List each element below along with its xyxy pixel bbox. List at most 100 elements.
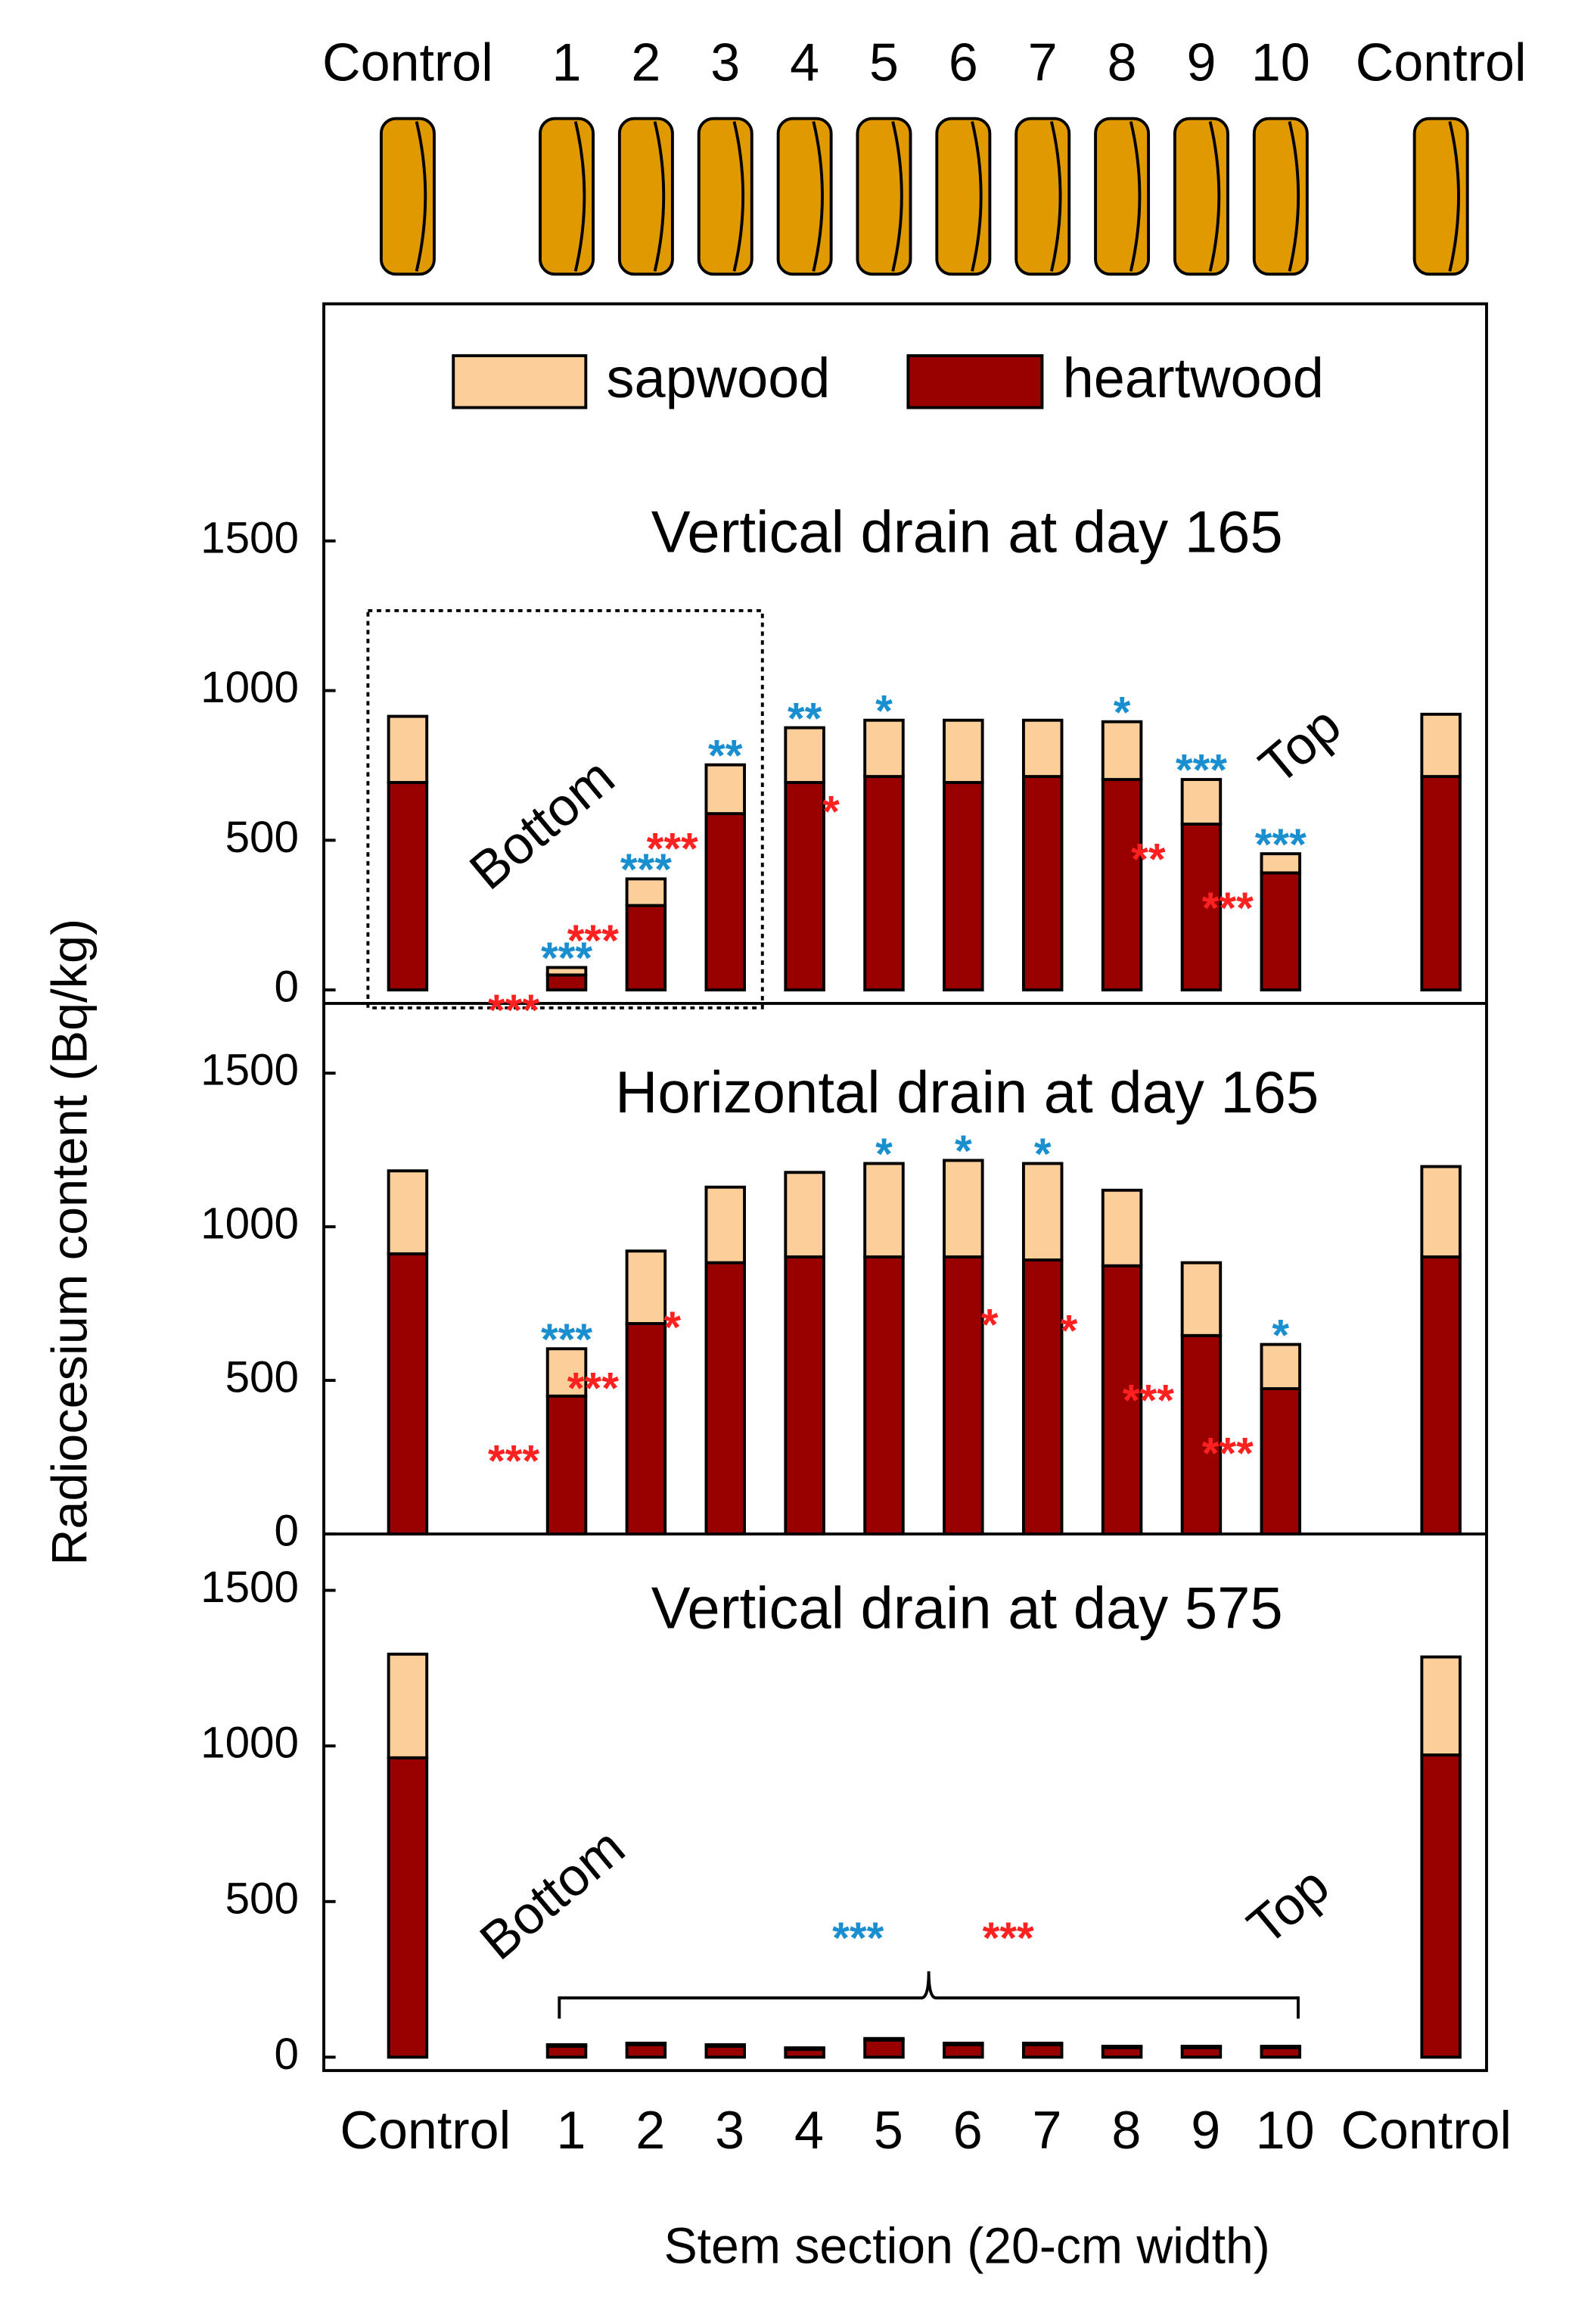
bar-segment xyxy=(625,904,667,992)
stem-section-edge xyxy=(732,121,744,272)
x-tick-label: 2 xyxy=(635,2100,665,2160)
bar-segment xyxy=(1260,871,1302,992)
plot-frame xyxy=(322,302,1488,2073)
y-tick-label: 1000 xyxy=(200,1719,299,1768)
bar-segment xyxy=(784,726,825,784)
bar-segment xyxy=(1180,2045,1223,2050)
y-tick-label: 500 xyxy=(225,813,299,862)
stem-section-edge xyxy=(1208,121,1221,272)
annotation: Top xyxy=(1248,695,1351,796)
section-label: 7 xyxy=(1028,33,1058,92)
bar-segment xyxy=(943,2042,984,2059)
significance: *** xyxy=(488,986,539,1035)
y-tick-label: 1000 xyxy=(200,1199,299,1248)
bar-segment xyxy=(625,1322,667,1536)
bar-segment xyxy=(545,2042,588,2048)
significance: *** xyxy=(488,1436,539,1486)
bar-segment xyxy=(1180,1261,1223,1337)
bar-segment xyxy=(863,1162,905,1258)
bar-segment xyxy=(784,2046,825,2052)
stem-section xyxy=(1094,117,1151,276)
y-tick-label: 500 xyxy=(225,1874,299,1923)
bar-segment xyxy=(943,2041,984,2046)
significance: *** xyxy=(567,916,619,966)
stem-section-edge xyxy=(415,121,427,272)
bar-segment xyxy=(387,1169,429,1255)
stem-section-edge xyxy=(1049,121,1062,272)
bar-segment xyxy=(1260,1387,1302,1536)
x-tick-label: 3 xyxy=(715,2100,744,2160)
bar-segment xyxy=(387,1252,429,1536)
stem-section xyxy=(539,117,595,276)
bar-segment xyxy=(1101,1264,1143,1536)
y-tick-label: 1000 xyxy=(200,663,299,712)
x-tick-label: 9 xyxy=(1191,2100,1220,2160)
annotation: Bottom xyxy=(458,746,626,901)
stem-section-edge xyxy=(891,121,903,272)
stem-section xyxy=(617,117,674,276)
panel-title: Horizontal drain at day 165 xyxy=(615,1059,1319,1125)
x-tick-label: Control xyxy=(1341,2100,1512,2160)
legend-label: heartwood xyxy=(1063,347,1324,409)
section-label: 9 xyxy=(1186,33,1216,92)
section-label: 3 xyxy=(710,33,740,92)
bar-segment xyxy=(1180,823,1223,992)
y-tick-label: 1500 xyxy=(200,1563,299,1612)
bar-segment xyxy=(784,781,825,992)
x-tick-label: 4 xyxy=(794,2100,824,2160)
y-tick-label: 0 xyxy=(274,2030,298,2079)
bar-segment xyxy=(1420,712,1462,779)
significance: * xyxy=(1114,688,1131,737)
brace xyxy=(558,1971,1300,2019)
significance: ** xyxy=(1131,835,1166,884)
significance: *** xyxy=(1255,820,1307,870)
bar-segment xyxy=(625,2042,667,2059)
bar-segment xyxy=(1420,775,1462,992)
significance: *** xyxy=(1123,1376,1174,1425)
stem-section xyxy=(935,117,992,276)
bar-segment xyxy=(1021,2042,1064,2059)
significance: *** xyxy=(1176,746,1227,795)
significance: ** xyxy=(708,731,743,780)
significance: * xyxy=(875,1130,893,1179)
bar-segment xyxy=(863,2036,905,2042)
significance: * xyxy=(981,1300,999,1349)
bar-segment xyxy=(1420,1255,1462,1536)
bar-segment xyxy=(1420,1655,1462,1757)
significance: *** xyxy=(567,1364,619,1413)
stem-section-edge xyxy=(573,121,586,272)
bar-segment xyxy=(1260,852,1302,875)
annotation: Top xyxy=(1236,1855,1340,1956)
bar-segment xyxy=(1260,2045,1302,2050)
bar-segment xyxy=(625,877,667,907)
section-label: 4 xyxy=(790,33,819,92)
bar-segment xyxy=(545,966,588,977)
stem-section xyxy=(1015,117,1071,276)
stem-section xyxy=(776,117,833,276)
section-label: Control xyxy=(322,33,493,92)
bar-segment xyxy=(1420,1165,1462,1258)
bar-segment xyxy=(1260,1342,1302,1391)
section-label: Control xyxy=(1356,33,1527,92)
x-tick-label: Control xyxy=(340,2100,511,2160)
bar-segment xyxy=(1021,775,1064,992)
bar-segment xyxy=(863,2038,905,2059)
stem-section xyxy=(1252,117,1309,276)
y-axis-label: Radiocesium content (Bq/kg) xyxy=(42,919,98,1566)
bar-segment xyxy=(625,2041,667,2046)
legend-swatch xyxy=(906,354,1044,409)
bar-segment xyxy=(943,1255,984,1536)
bar-segment xyxy=(704,812,746,992)
significance: *** xyxy=(541,934,592,983)
significance: * xyxy=(663,1303,681,1352)
significance: *** xyxy=(1202,1429,1254,1478)
stem-section-edge xyxy=(1288,121,1300,272)
stem-section-edge xyxy=(1448,121,1460,272)
bar-segment xyxy=(1021,1258,1064,1536)
x-tick-label: 1 xyxy=(556,2100,586,2160)
section-label: 8 xyxy=(1108,33,1137,92)
stem-section-edge xyxy=(971,121,983,272)
highlight-box xyxy=(366,608,764,1010)
bar-segment xyxy=(545,2045,588,2059)
significance: * xyxy=(822,787,840,836)
